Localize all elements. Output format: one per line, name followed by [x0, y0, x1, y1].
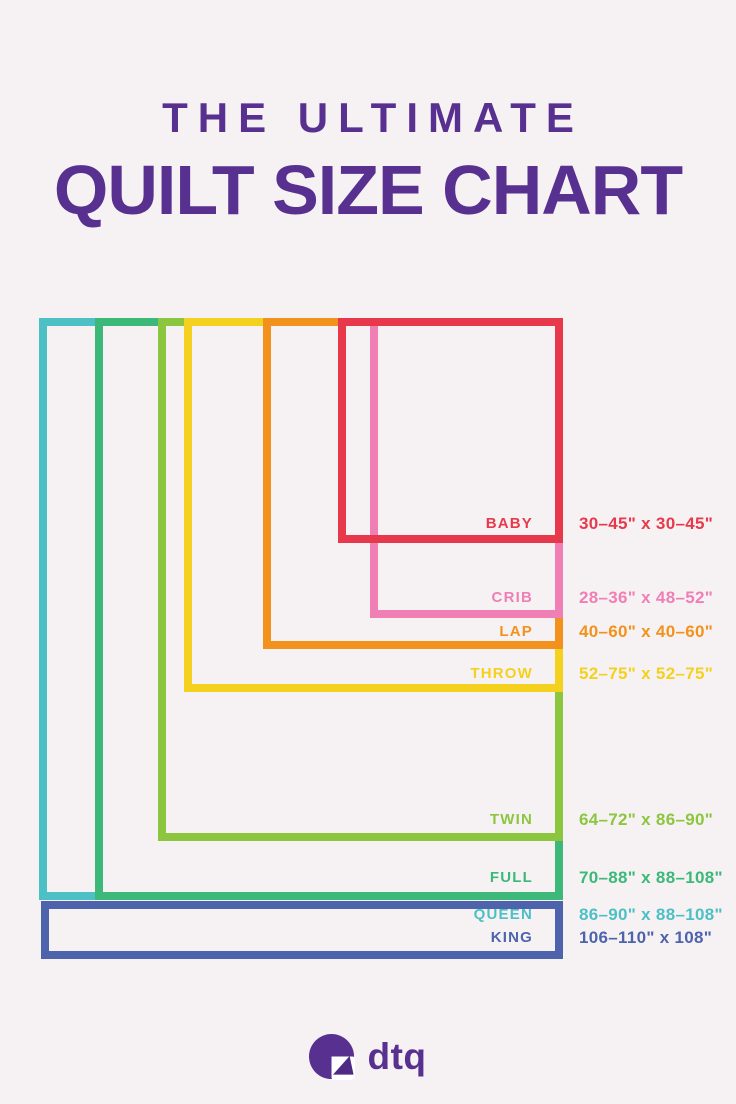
folded-quilt-circle-icon [309, 1033, 356, 1081]
throw-size-label: THROW [470, 665, 533, 682]
page-title: QUILT SIZE CHART [53, 151, 683, 229]
queen-size-label: QUEEN [473, 906, 533, 923]
crib-size-value: 28–36" x 48–52" [579, 588, 714, 607]
twin-size-value: 64–72" x 86–90" [579, 810, 714, 829]
crib-size-label: CRIB [491, 589, 533, 606]
full-size-value: 70–88" x 88–108" [579, 868, 723, 887]
full-size-label: FULL [489, 869, 533, 886]
baby-size-label: BABY [485, 515, 533, 532]
baby-size-value: 30–45" x 30–45" [579, 514, 714, 533]
brand-logo: dtq [0, 1032, 736, 1082]
lap-size-value: 40–60" x 40–60" [579, 622, 714, 641]
twin-size-label: TWIN [489, 811, 533, 828]
brand-name: dtq [367, 1036, 427, 1077]
baby-quilt-outline [338, 318, 563, 543]
king-size-value: 106–110" x 108" [579, 928, 713, 947]
king-size-label: KING [490, 929, 533, 946]
queen-size-value: 86–90" x 88–108" [579, 905, 723, 924]
lap-size-label: LAP [499, 623, 533, 640]
title-eyebrow: THE ULTIMATE [162, 94, 584, 141]
king-quilt-outline [41, 901, 563, 959]
throw-size-value: 52–75" x 52–75" [579, 664, 714, 683]
